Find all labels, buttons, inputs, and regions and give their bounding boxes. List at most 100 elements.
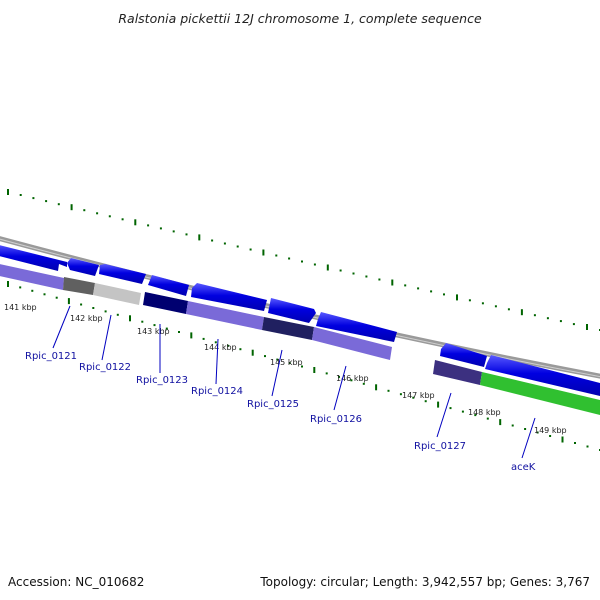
outer-minor-tick: [211, 239, 214, 242]
inner-minor-tick: [19, 286, 22, 289]
inner-minor-tick: [412, 396, 415, 399]
inner-major-tick: [437, 401, 440, 408]
gene-label-rpic-0124[interactable]: Rpic_0124: [191, 386, 243, 397]
inner-minor-tick: [486, 417, 489, 420]
inner-minor-tick: [288, 362, 291, 364]
gene-feature-acek: [480, 372, 600, 415]
inner-minor-tick: [338, 375, 340, 378]
forward-cds-arrow: [148, 275, 189, 296]
outer-minor-tick: [378, 278, 381, 281]
inner-minor-tick: [92, 307, 95, 309]
forward-cds-arrow: [440, 343, 487, 367]
summary-text: Topology: circular; Length: 3,942,557 bp…: [259, 575, 590, 589]
inner-minor-tick: [55, 296, 58, 299]
gene-label-rpic-0123[interactable]: Rpic_0123: [136, 375, 188, 386]
tick-label: 142 kbp: [70, 314, 103, 323]
outer-minor-tick: [339, 269, 342, 272]
gene-label-rpic-0121[interactable]: Rpic_0121: [25, 351, 77, 362]
outer-minor-tick: [223, 242, 226, 245]
outer-minor-tick: [572, 323, 575, 326]
outer-minor-tick: [108, 215, 111, 218]
outer-major-tick: [7, 189, 9, 195]
inner-major-tick: [190, 332, 193, 339]
gene-label-rpic-0126[interactable]: Rpic_0126: [310, 414, 362, 425]
gene-label-acek[interactable]: aceK: [511, 462, 536, 473]
inner-minor-tick: [549, 435, 552, 437]
inner-minor-tick: [536, 431, 539, 434]
inner-minor-tick: [586, 445, 589, 448]
outer-minor-tick: [468, 299, 471, 302]
outer-minor-tick: [159, 227, 162, 230]
gene-label-rpic-0122[interactable]: Rpic_0122: [79, 362, 131, 373]
gene-feature-rpic-0123: [143, 292, 188, 314]
outer-minor-tick: [249, 248, 252, 251]
inner-minor-tick: [153, 324, 156, 327]
gene-label-leader: [52, 305, 71, 349]
tick-label: 143 kbp: [137, 327, 170, 336]
inner-minor-tick: [574, 442, 576, 444]
outer-major-tick: [520, 309, 523, 316]
outer-minor-tick: [147, 224, 150, 227]
map-title: Ralstonia pickettii 12J chromosome 1, co…: [118, 11, 482, 26]
inner-minor-tick: [399, 393, 402, 396]
outer-major-tick: [198, 234, 201, 241]
inner-minor-tick: [461, 410, 464, 413]
outer-minor-tick: [365, 275, 368, 278]
inner-tick-ring: [7, 281, 600, 451]
outer-minor-tick: [352, 272, 355, 275]
inner-minor-tick: [31, 289, 34, 292]
outer-minor-tick: [57, 203, 60, 206]
outer-minor-tick: [172, 230, 175, 233]
tick-label: 144 kbp: [204, 343, 237, 352]
outer-minor-tick: [83, 209, 86, 212]
tick-label: 141 kbp: [4, 303, 37, 312]
outer-major-tick: [262, 249, 265, 256]
outer-minor-tick: [417, 287, 420, 290]
gene-label-rpic-0125[interactable]: Rpic_0125: [247, 399, 299, 410]
inner-major-tick: [67, 298, 70, 305]
inner-major-tick: [561, 436, 564, 443]
outer-minor-tick: [313, 263, 316, 266]
accession-text: Accession: NC_010682: [8, 575, 144, 589]
inner-minor-tick: [387, 389, 390, 392]
tick-label: 146 kbp: [336, 374, 369, 383]
outer-minor-tick: [185, 233, 188, 236]
outer-minor-tick: [275, 254, 278, 257]
inner-minor-tick: [116, 313, 119, 316]
inner-minor-tick: [202, 337, 205, 340]
outer-minor-tick: [121, 218, 124, 221]
tick-label: 148 kbp: [468, 408, 501, 417]
inner-minor-tick: [474, 414, 477, 417]
outer-minor-tick: [404, 284, 407, 287]
outer-minor-tick: [481, 302, 484, 305]
gene-feature-rpic-0127: [433, 360, 482, 385]
gene-label-rpic-0127[interactable]: Rpic_0127: [414, 441, 466, 452]
outer-major-tick: [326, 264, 329, 271]
outer-major-tick: [586, 324, 588, 330]
forward-cds-arrow: [268, 298, 316, 323]
forward-cds-arrow: [316, 312, 397, 342]
outer-minor-tick: [236, 245, 239, 248]
inner-minor-tick: [449, 407, 452, 410]
inner-major-tick: [375, 384, 378, 391]
gene-label-leader: [101, 314, 112, 361]
outer-minor-tick: [45, 200, 48, 203]
inner-minor-tick: [43, 293, 46, 296]
outer-minor-tick: [32, 197, 35, 200]
outer-minor-tick: [546, 317, 549, 320]
forward-cds-arrow: [0, 245, 67, 271]
gene-label-leader: [436, 392, 452, 438]
inner-minor-tick: [264, 355, 266, 358]
inner-minor-tick: [276, 358, 279, 361]
forward-cds-arrow: [99, 264, 146, 284]
inner-minor-tick: [350, 379, 353, 382]
outer-minor-tick: [533, 314, 536, 317]
outer-major-tick: [456, 294, 458, 301]
inner-minor-tick: [227, 344, 230, 347]
gene-label-leader: [271, 349, 283, 397]
outer-major-tick: [70, 204, 73, 211]
inner-minor-tick: [165, 327, 168, 330]
